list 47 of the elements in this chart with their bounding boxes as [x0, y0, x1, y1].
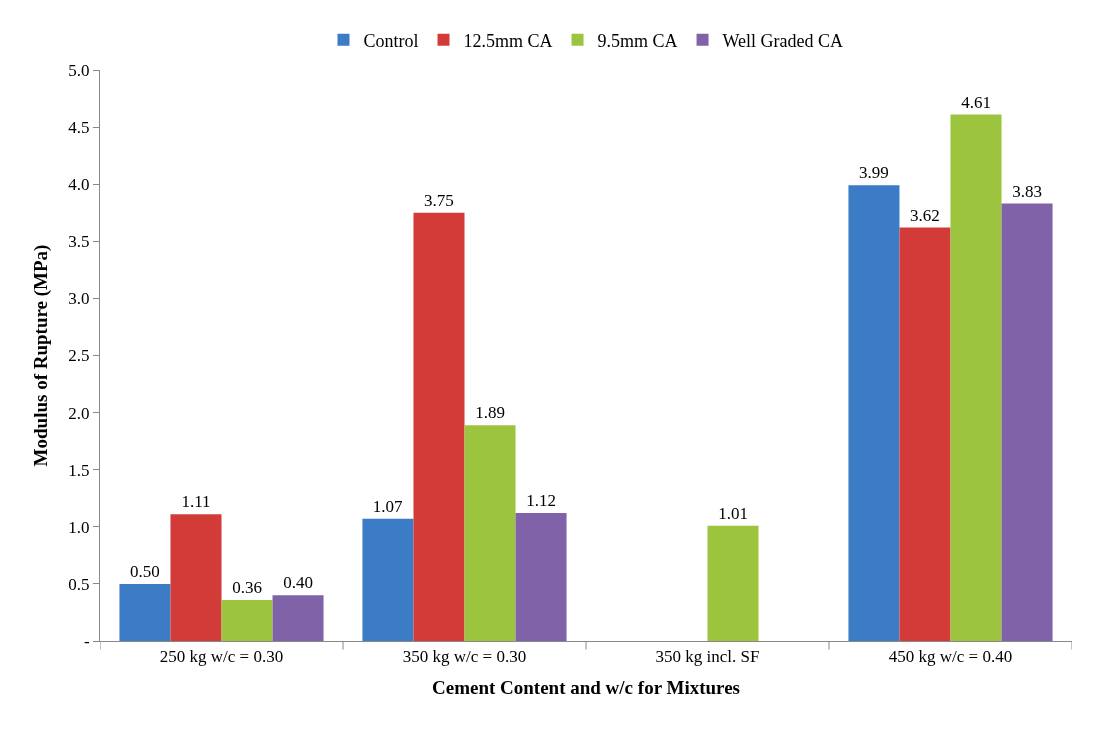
bar — [899, 227, 951, 641]
data-label: 0.50 — [130, 561, 160, 581]
legend-label: Control — [363, 30, 419, 51]
y-tick-label: 5.0 — [68, 60, 90, 80]
data-label: 3.62 — [910, 205, 940, 225]
bar — [848, 185, 900, 641]
bar — [707, 525, 759, 641]
data-label: 1.11 — [181, 492, 211, 512]
bar — [1001, 203, 1053, 641]
data-label: 1.89 — [475, 403, 505, 423]
y-tick-label: 2.5 — [68, 346, 90, 366]
bar — [170, 514, 222, 641]
data-label: 3.99 — [859, 163, 889, 183]
y-tick-label: 2.0 — [68, 403, 90, 423]
data-label: 0.36 — [232, 577, 262, 597]
bar — [950, 114, 1002, 641]
y-tick-label: - — [83, 631, 90, 651]
x-tick-label: 250 kg w/c = 0.30 — [159, 647, 284, 667]
data-label: 1.12 — [526, 491, 556, 511]
y-tick-label: 1.5 — [68, 460, 90, 480]
y-tick-label: 0.5 — [68, 574, 90, 594]
bar — [272, 595, 324, 641]
y-tick-label: 4.0 — [68, 175, 90, 195]
y-tick-label: 4.5 — [68, 118, 90, 138]
bar — [413, 212, 465, 641]
data-label: 3.75 — [424, 190, 454, 210]
x-axis-title: Cement Content and w/c for Mixtures — [431, 677, 741, 699]
legend-label: 9.5mm CA — [597, 30, 678, 51]
y-axis-title: Modulus of Rupture (MPa) — [30, 244, 53, 467]
data-label: 1.07 — [372, 496, 404, 516]
bar — [515, 513, 567, 641]
bar — [221, 599, 273, 641]
data-label: 4.61 — [961, 92, 991, 112]
legend-label: 12.5mm CA — [463, 30, 553, 51]
x-tick-label: 350 kg w/c = 0.30 — [402, 647, 527, 667]
data-label: 0.40 — [283, 573, 313, 593]
y-tick-label: 1.0 — [68, 517, 90, 537]
x-tick-label: 450 kg w/c = 0.40 — [888, 647, 1013, 667]
data-label: 1.01 — [718, 503, 748, 523]
x-tick-label: 350 kg incl. SF — [655, 647, 760, 667]
y-tick-label: 3.5 — [68, 232, 90, 252]
data-label: 3.83 — [1012, 181, 1042, 201]
y-tick-label: 3.0 — [68, 289, 90, 309]
bar — [464, 425, 516, 641]
bar — [362, 518, 414, 641]
bar — [119, 583, 171, 641]
legend-label: Well Graded CA — [722, 30, 844, 51]
